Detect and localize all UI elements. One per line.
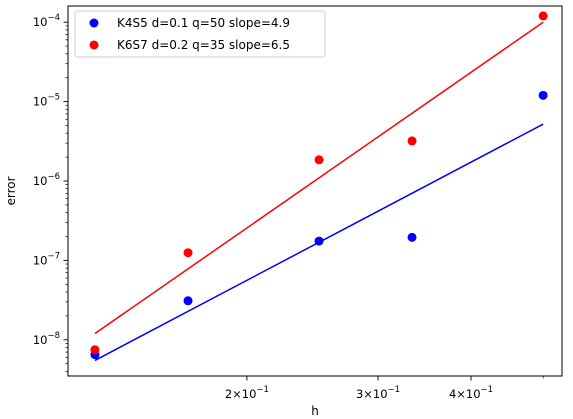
x-tick-label-mantissa: 3× [356,387,373,401]
y-tick-label-base: 10 [33,253,48,267]
series-2-point [90,345,100,355]
x-axis: 2×10−1 3×10−1 4×10−1 [225,376,544,401]
series-1-point [538,90,548,100]
series-2-fit-line [94,21,544,335]
legend-marker-2 [89,40,99,50]
series-2-point [407,136,417,146]
x-tick-label-base: 10 [373,387,388,401]
x-axis-label: h [311,404,319,418]
y-axis: 10−810−710−610−510−4 [33,13,68,372]
series-2-point [538,11,548,21]
series-2-point [314,155,324,165]
plot-content [90,11,548,362]
legend-box [74,10,326,58]
y-tick-label: 10−8 [33,331,60,347]
y-tick-label-base: 10 [33,15,48,29]
series-2-point [183,248,193,258]
axes-frame [67,5,563,377]
y-tick-label-exponent: −8 [47,331,60,341]
series-1-point [314,236,324,246]
series-1-point [183,296,193,306]
axes-border [67,5,563,377]
y-axis-label: error [4,176,18,205]
y-tick-label: 10−6 [33,172,60,188]
y-tick-label: 10−4 [33,13,60,29]
x-tick-label-mantissa: 4× [449,387,466,401]
y-tick-label-base: 10 [33,174,48,188]
x-tick-label: 2×10−1 [225,385,269,401]
x-tick-label-exponent: −1 [256,385,269,395]
y-tick-label-exponent: −7 [47,251,60,261]
legend-label-2: K6S7 d=0.2 q=35 slope=6.5 [117,38,290,52]
y-tick-label-base: 10 [33,333,48,347]
y-tick-label-base: 10 [33,95,48,109]
x-tick-label-base: 10 [242,387,257,401]
x-tick-label-exponent: −1 [481,385,494,395]
y-tick-label: 10−7 [33,251,60,267]
legend-marker-1 [89,18,99,28]
y-tick-label-exponent: −6 [47,172,60,182]
legend: K4S5 d=0.1 q=50 slope=4.9 K6S7 d=0.2 q=35… [74,10,326,58]
x-tick-label-mantissa: 2× [225,387,242,401]
y-tick-label: 10−5 [33,93,60,109]
legend-label-1: K4S5 d=0.1 q=50 slope=4.9 [117,16,290,30]
x-tick-label-exponent: −1 [388,385,401,395]
x-tick-label-base: 10 [466,387,481,401]
y-tick-label-exponent: −4 [47,13,60,23]
x-tick-label: 3×10−1 [356,385,400,401]
x-tick-label: 4×10−1 [449,385,493,401]
y-tick-label-exponent: −5 [47,93,60,103]
series-1-point [407,232,417,242]
